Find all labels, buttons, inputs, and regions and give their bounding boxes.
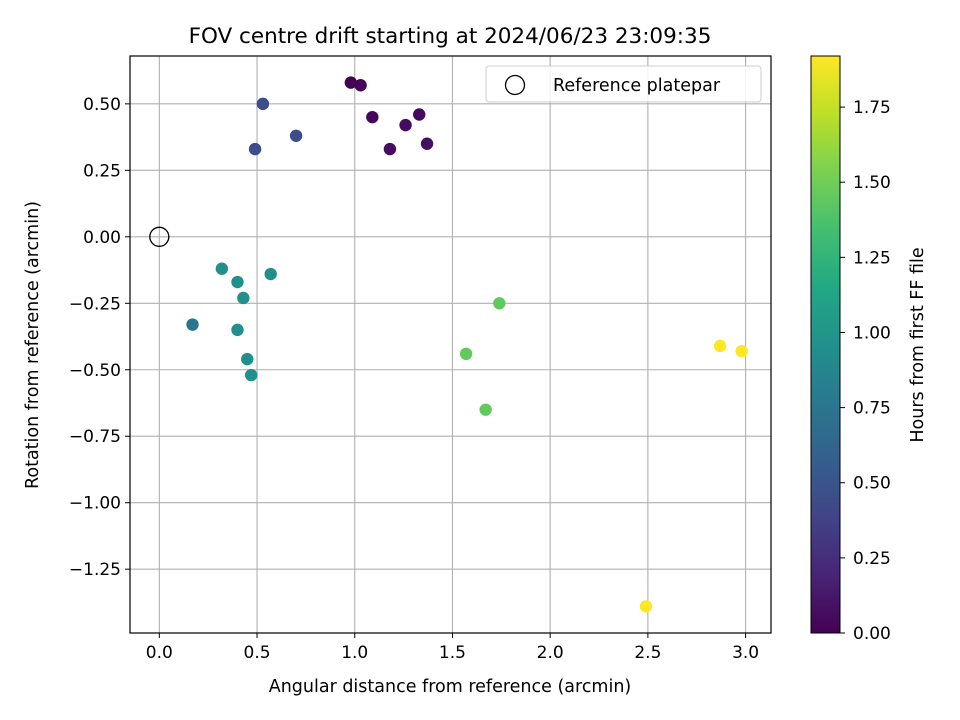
data-point — [215, 262, 229, 275]
x-axis-label: Angular distance from reference (arcmin) — [269, 677, 632, 697]
data-point — [459, 347, 473, 361]
data-point — [264, 267, 277, 281]
data-point — [248, 142, 262, 156]
colorbar-tick-label: 1.50 — [853, 173, 891, 193]
data-point — [354, 79, 367, 92]
legend-box — [485, 65, 762, 103]
y-tick-label: −0.50 — [69, 361, 121, 381]
x-tick-label: 0.5 — [244, 643, 271, 663]
data-point — [237, 291, 250, 305]
x-axis-ticks: 0.0 0.5 1.0 1.5 2.0 2.5 3.0 — [146, 633, 759, 663]
legend-reference-marker — [504, 74, 526, 96]
data-point — [256, 97, 270, 111]
reference-marker-layer — [149, 226, 170, 247]
x-tick-label: 2.0 — [537, 643, 564, 663]
x-tick-label: 1.5 — [439, 643, 466, 663]
data-point — [241, 352, 254, 366]
x-tick-label: 1.0 — [341, 643, 368, 663]
data-point — [231, 323, 244, 337]
colorbar-tick-label: 0.75 — [853, 399, 891, 419]
y-tick-label: −1.25 — [69, 560, 121, 580]
x-tick-label: 0.0 — [146, 643, 173, 663]
colorbar-tick-label: 1.75 — [853, 98, 891, 118]
data-point — [244, 368, 258, 382]
y-axis-label: Rotation from reference (arcmin) — [23, 201, 43, 489]
x-tick-label: 2.5 — [634, 643, 661, 663]
data-points — [186, 76, 748, 613]
colorbar-ticks: 0.00 0.25 0.50 0.75 1.00 1.25 1.50 1.75 — [840, 98, 891, 644]
colorbar-gradient — [810, 55, 841, 634]
plot-frame — [129, 55, 772, 634]
y-tick-label: 0.25 — [83, 161, 121, 181]
data-point — [713, 339, 727, 353]
y-tick-label: 0.50 — [83, 95, 121, 115]
y-tick-label: −0.75 — [69, 427, 121, 447]
data-point — [639, 600, 653, 613]
data-point — [344, 76, 358, 89]
colorbar-tick-label: 0.25 — [853, 549, 891, 569]
colorbar-label: Hours from first FF file — [908, 247, 928, 442]
legend-label-reference-platepar: Reference platepar — [553, 76, 721, 96]
y-tick-label: −0.25 — [69, 294, 121, 314]
data-point — [231, 275, 244, 289]
colorbar-tick-label: 1.00 — [853, 323, 891, 343]
colorbar-tick-label: 0.50 — [853, 474, 891, 494]
chart-title: FOV centre drift starting at 2024/06/23 … — [189, 24, 712, 49]
data-point — [366, 110, 379, 124]
y-axis-ticks: 0.50 0.25 0.00 −0.25 −0.50 −0.75 −1.00 −1.25 — [69, 95, 130, 580]
data-point — [413, 108, 426, 121]
y-tick-label: −1.00 — [69, 494, 121, 514]
y-tick-label: 0.00 — [83, 228, 121, 248]
data-point — [479, 403, 492, 416]
legend: Reference platepar — [485, 65, 762, 103]
x-tick-label: 3.0 — [732, 643, 759, 663]
data-point — [289, 129, 303, 142]
colorbar-tick-label: 0.00 — [853, 624, 891, 644]
reference-platepar-marker — [149, 226, 170, 247]
data-point — [383, 142, 397, 156]
data-point — [493, 297, 506, 310]
colorbar: 0.00 0.25 0.50 0.75 1.00 1.25 1.50 1.75 Hours f… — [810, 55, 928, 644]
data-point — [735, 344, 748, 358]
data-point — [186, 318, 199, 331]
colorbar-tick-label: 1.25 — [853, 248, 891, 268]
data-point — [420, 137, 434, 150]
data-point — [399, 118, 412, 132]
grid-lines — [130, 56, 771, 633]
